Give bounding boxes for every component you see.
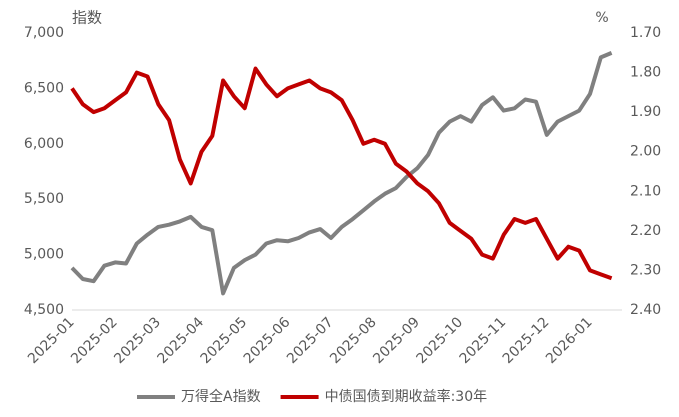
x-tick-label: 2025-03 bbox=[111, 314, 164, 367]
y2-tick-label: 2.10 bbox=[630, 183, 661, 199]
x-tick-label: 2026-01 bbox=[543, 314, 596, 367]
series-line bbox=[70, 66, 613, 281]
x-tick-label: 2025-01 bbox=[25, 314, 78, 367]
y2-axis-title: % bbox=[595, 10, 608, 26]
x-tick-label: 2025-08 bbox=[327, 314, 380, 367]
y2-tick-label: 2.40 bbox=[630, 302, 661, 318]
y-tick-label: 7,000 bbox=[24, 25, 64, 41]
x-tick-label: 2025-11 bbox=[457, 314, 510, 367]
y2-tick-label: 2.30 bbox=[630, 262, 661, 278]
legend-label: 万得全A指数 bbox=[181, 388, 261, 405]
x-tick-label: 2025-09 bbox=[370, 314, 423, 367]
y2-tick-label: 1.80 bbox=[630, 65, 661, 81]
x-tick-label: 2025-06 bbox=[241, 314, 294, 367]
x-tick-label: 2025-12 bbox=[500, 314, 553, 367]
x-tick-label: 2025-07 bbox=[284, 314, 337, 367]
series-line bbox=[70, 51, 613, 296]
x-tick-label: 2025-04 bbox=[154, 314, 207, 367]
y2-tick-label: 2.20 bbox=[630, 223, 661, 239]
y-tick-label: 5,000 bbox=[24, 247, 64, 263]
x-tick-label: 2025-05 bbox=[198, 314, 251, 367]
y2-tick-label: 1.70 bbox=[630, 25, 661, 41]
x-tick-label: 2025-10 bbox=[413, 314, 466, 367]
y-axis-title: 指数 bbox=[72, 9, 102, 27]
y-tick-label: 6,000 bbox=[24, 136, 64, 152]
legend-label: 中债国债到期收益率:30年 bbox=[325, 388, 488, 405]
y-tick-label: 6,500 bbox=[24, 80, 64, 96]
x-tick-label: 2025-02 bbox=[68, 314, 121, 367]
y2-tick-label: 2.00 bbox=[630, 144, 661, 160]
y2-tick-label: 1.90 bbox=[630, 104, 661, 120]
y-tick-label: 5,500 bbox=[24, 191, 64, 207]
y-tick-label: 4,500 bbox=[24, 302, 64, 318]
